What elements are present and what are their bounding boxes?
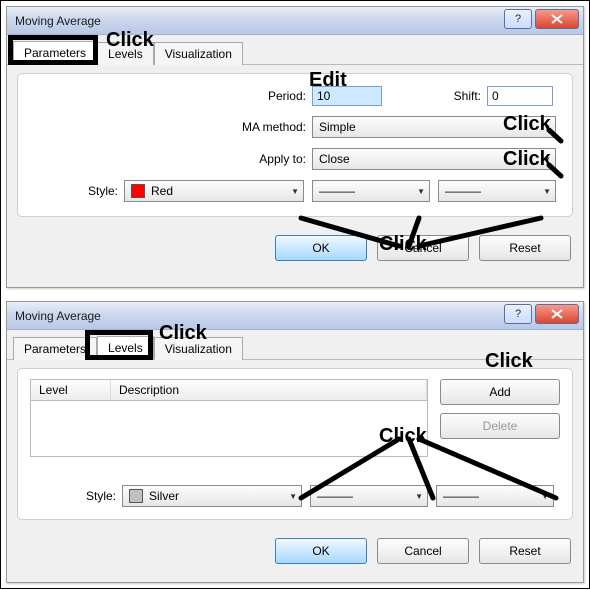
shift-input[interactable] bbox=[487, 86, 553, 106]
color-swatch bbox=[129, 489, 143, 503]
tabstrip: Parameters Levels Visualization bbox=[7, 35, 583, 65]
parameters-panel: Period: Shift: MA method: Simple ▼ Apply… bbox=[17, 73, 573, 217]
tab-parameters[interactable]: Parameters bbox=[13, 337, 97, 360]
cancel-label: Cancel bbox=[404, 544, 441, 558]
tab-visualization[interactable]: Visualization bbox=[154, 42, 243, 65]
style-label: Style: bbox=[30, 489, 122, 503]
reset-button[interactable]: Reset bbox=[479, 538, 571, 564]
levels-panel: Level Description Add Delete Style: bbox=[17, 368, 573, 520]
help-button[interactable]: ? bbox=[504, 9, 532, 29]
line-width-select[interactable]: ——— ▼ bbox=[438, 180, 556, 202]
apply-to-label: Apply to: bbox=[32, 152, 312, 166]
ma-method-select[interactable]: Simple ▼ bbox=[312, 116, 556, 138]
delete-label: Delete bbox=[483, 419, 518, 433]
titlebar: Moving Average ? bbox=[7, 302, 583, 330]
line-width-select[interactable]: ——— ▼ bbox=[436, 485, 554, 507]
titlebar: Moving Average ? bbox=[7, 7, 583, 35]
ok-label: OK bbox=[312, 544, 329, 558]
window-title: Moving Average bbox=[15, 14, 101, 28]
line-width-value: ——— bbox=[443, 489, 479, 503]
col-description: Description bbox=[111, 380, 427, 400]
ok-button[interactable]: OK bbox=[275, 538, 367, 564]
ma-method-value: Simple bbox=[319, 120, 356, 134]
tab-label: Parameters bbox=[24, 46, 86, 60]
chevron-down-icon: ▼ bbox=[543, 187, 551, 196]
period-input[interactable] bbox=[312, 86, 382, 106]
close-icon bbox=[550, 308, 564, 320]
tab-label: Levels bbox=[108, 341, 143, 355]
add-button[interactable]: Add bbox=[440, 379, 560, 405]
tab-label: Parameters bbox=[24, 342, 86, 356]
reset-label: Reset bbox=[509, 544, 540, 558]
tab-label: Visualization bbox=[165, 47, 232, 61]
chevron-down-icon: ▼ bbox=[541, 492, 549, 501]
style-color-select[interactable]: Red ▼ bbox=[124, 180, 304, 202]
style-label: Style: bbox=[32, 184, 124, 198]
tab-parameters[interactable]: Parameters bbox=[13, 41, 97, 65]
cancel-button[interactable]: Cancel bbox=[377, 538, 469, 564]
dialog-levels: Moving Average ? Parameters Levels Visua… bbox=[6, 301, 584, 583]
chevron-down-icon: ▼ bbox=[417, 187, 425, 196]
close-icon bbox=[550, 13, 564, 25]
chevron-down-icon: ▼ bbox=[289, 492, 297, 501]
levels-list-header: Level Description bbox=[30, 379, 428, 401]
tab-label: Levels bbox=[108, 47, 143, 61]
ma-method-label: MA method: bbox=[32, 120, 312, 134]
add-label: Add bbox=[489, 385, 510, 399]
close-button[interactable] bbox=[535, 9, 579, 29]
style-color-value: Red bbox=[151, 184, 173, 198]
window-title: Moving Average bbox=[15, 309, 101, 323]
tab-visualization[interactable]: Visualization bbox=[154, 337, 243, 360]
line-style-select[interactable]: ——— ▼ bbox=[312, 180, 430, 202]
help-button[interactable]: ? bbox=[504, 304, 532, 324]
line-style-select[interactable]: ——— ▼ bbox=[310, 485, 428, 507]
chevron-down-icon: ▼ bbox=[543, 155, 551, 164]
cancel-button[interactable]: Cancel bbox=[377, 235, 469, 261]
button-bar: OK Cancel Reset bbox=[7, 528, 583, 576]
style-color-select[interactable]: Silver ▼ bbox=[122, 485, 302, 507]
ok-button[interactable]: OK bbox=[275, 235, 367, 261]
shift-label: Shift: bbox=[382, 89, 487, 103]
close-button[interactable] bbox=[535, 304, 579, 324]
reset-label: Reset bbox=[509, 241, 540, 255]
col-level: Level bbox=[31, 380, 111, 400]
line-style-value: ——— bbox=[317, 489, 353, 503]
line-style-value: ——— bbox=[319, 184, 355, 198]
button-bar: OK Cancel Reset bbox=[7, 225, 583, 273]
tab-levels[interactable]: Levels bbox=[97, 336, 154, 360]
apply-to-select[interactable]: Close ▼ bbox=[312, 148, 556, 170]
reset-button[interactable]: Reset bbox=[479, 235, 571, 261]
delete-button[interactable]: Delete bbox=[440, 413, 560, 439]
dialog-parameters: Moving Average ? Parameters Levels Visua… bbox=[6, 6, 584, 288]
tab-levels[interactable]: Levels bbox=[97, 42, 154, 65]
cancel-label: Cancel bbox=[404, 241, 441, 255]
chevron-down-icon: ▼ bbox=[543, 123, 551, 132]
period-label: Period: bbox=[32, 89, 312, 103]
tab-label: Visualization bbox=[165, 342, 232, 356]
chevron-down-icon: ▼ bbox=[291, 187, 299, 196]
chevron-down-icon: ▼ bbox=[415, 492, 423, 501]
color-swatch bbox=[131, 184, 145, 198]
ok-label: OK bbox=[312, 241, 329, 255]
apply-to-value: Close bbox=[319, 152, 350, 166]
style-color-value: Silver bbox=[149, 489, 179, 503]
line-width-value: ——— bbox=[445, 184, 481, 198]
levels-list-body[interactable] bbox=[30, 401, 428, 457]
tabstrip: Parameters Levels Visualization bbox=[7, 330, 583, 360]
